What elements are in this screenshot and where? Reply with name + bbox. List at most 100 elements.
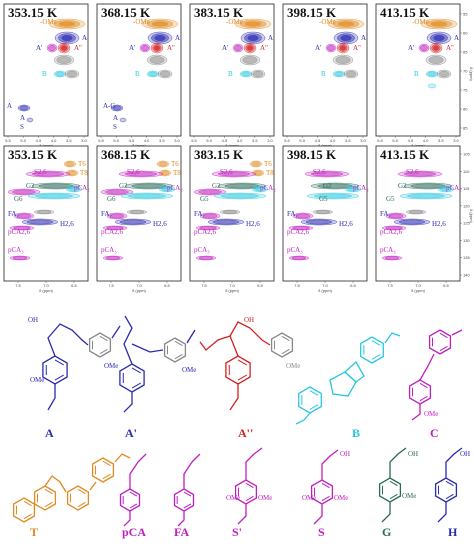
temperature-label: 398.15 K bbox=[287, 5, 337, 20]
gray-peak bbox=[343, 69, 359, 79]
ome-peak bbox=[337, 21, 355, 27]
chain bbox=[445, 447, 463, 478]
a-gamma-peak bbox=[433, 35, 445, 41]
pca26-peak bbox=[106, 226, 124, 230]
b-gamma-peak bbox=[334, 71, 344, 77]
a-gamma-label: A bbox=[454, 34, 459, 42]
s26-label: S2,6 bbox=[313, 168, 326, 176]
ring-bond bbox=[131, 367, 141, 374]
ring bbox=[344, 360, 365, 383]
chain bbox=[199, 335, 231, 351]
chain bbox=[183, 453, 201, 489]
x-tick-label: 4.0 bbox=[423, 138, 429, 143]
a-dblprime-peak bbox=[433, 45, 439, 51]
t6-peak bbox=[156, 160, 170, 168]
ome-label: -OMe bbox=[133, 18, 150, 26]
pca2-label: pCA₂ bbox=[260, 184, 276, 192]
temperature-label: 353.15 K bbox=[8, 5, 58, 20]
fa-peak bbox=[199, 212, 221, 220]
x-tick-label: 7.0 bbox=[322, 283, 328, 288]
b-gamma-label: B bbox=[414, 70, 419, 78]
g5-peak bbox=[128, 193, 166, 199]
ring-bond bbox=[44, 488, 53, 495]
gray-peak bbox=[129, 210, 145, 214]
a-dblprime-peak bbox=[340, 45, 346, 51]
x-tick-label: 7.5 bbox=[387, 283, 393, 288]
ring bbox=[88, 332, 112, 358]
x-tick-label: 5.0 bbox=[20, 138, 26, 143]
gray-peak bbox=[252, 70, 264, 78]
t6-peak bbox=[63, 160, 77, 168]
pca26-label: pCA2,6 bbox=[8, 228, 30, 236]
x-tick-label: 5.5 bbox=[5, 138, 11, 143]
ring-bond bbox=[99, 348, 108, 355]
s26-peak bbox=[118, 170, 164, 178]
structure-label-S: S bbox=[318, 525, 325, 539]
x-tick-label: 3.5 bbox=[66, 138, 72, 143]
cyan-peak bbox=[254, 186, 266, 192]
x-axis-label: δ (ppm) bbox=[411, 288, 425, 293]
structure-label-S-prime: S' bbox=[232, 525, 242, 539]
x-tick-label: 7.5 bbox=[294, 283, 300, 288]
g5-peak bbox=[27, 192, 81, 200]
y-tick-label: 85 bbox=[463, 126, 468, 131]
x-tick-label: 3.0 bbox=[453, 138, 459, 143]
t8-peak bbox=[158, 169, 172, 177]
h26-peak bbox=[114, 218, 152, 226]
gray-peak bbox=[242, 56, 258, 64]
ring-bond bbox=[77, 488, 86, 495]
s-peak bbox=[26, 117, 34, 123]
ring-bond bbox=[419, 395, 428, 402]
ring-bond bbox=[129, 503, 138, 509]
top-y-axis: 55 60 65 70 75 80 85 δ (ppm) bbox=[460, 12, 474, 131]
pca26-label: pCA2,6 bbox=[380, 228, 402, 236]
a-beta-peak bbox=[19, 105, 29, 111]
ring-bond bbox=[183, 491, 192, 497]
h26-peak bbox=[393, 218, 431, 226]
a-dblprime-peak bbox=[247, 45, 253, 51]
g5-peak bbox=[407, 193, 445, 199]
linkage bbox=[47, 323, 89, 357]
ome-peak bbox=[58, 21, 76, 27]
pca26-peak bbox=[385, 226, 403, 230]
t6-peak bbox=[251, 161, 261, 167]
bond bbox=[295, 412, 311, 425]
a-alpha-label: A' bbox=[36, 44, 42, 52]
x-tick-label: 7.5 bbox=[108, 283, 114, 288]
temperature-label: 353.15 K bbox=[8, 147, 58, 162]
b-gamma-peak bbox=[425, 70, 439, 78]
bond bbox=[44, 475, 67, 493]
bond bbox=[89, 481, 97, 491]
x-tick-label: 4.5 bbox=[315, 138, 321, 143]
ome-label: -OMe bbox=[319, 18, 336, 26]
bond bbox=[381, 502, 391, 523]
b-gamma-peak bbox=[55, 71, 65, 77]
gray-peak bbox=[56, 56, 72, 64]
fa-label: FA₂ bbox=[8, 210, 19, 218]
x-tick-label: 4.0 bbox=[144, 138, 150, 143]
g6-label: G5 bbox=[200, 195, 209, 203]
a-dblprime-label: A" bbox=[167, 44, 175, 52]
x-tick-label: 3.5 bbox=[438, 138, 444, 143]
s26-peak bbox=[217, 171, 251, 177]
x-tick-label: 6.5 bbox=[164, 283, 170, 288]
cyan-peak bbox=[68, 186, 80, 192]
a-beta-peak bbox=[17, 104, 31, 112]
x-tick-label: 7.0 bbox=[43, 283, 49, 288]
h26-peak bbox=[300, 218, 338, 226]
a-alpha-peak bbox=[420, 44, 428, 52]
structure-label-G: G bbox=[382, 525, 391, 539]
b-gamma-peak bbox=[148, 71, 158, 77]
ome-label: OMe bbox=[182, 366, 196, 374]
ring-bond bbox=[371, 340, 381, 346]
temperature-label: 413.15 K bbox=[380, 147, 430, 162]
s26-peak bbox=[310, 171, 344, 177]
top-panel-5: 413.15 K-OMe A A' A" B 5.5 5.0 4.5 4.0 3.5 3.0 δ (p… bbox=[375, 3, 461, 148]
oh-label: OH bbox=[340, 450, 350, 458]
ring bbox=[428, 329, 452, 355]
x-tick-label: 5.0 bbox=[113, 138, 119, 143]
ring-bond bbox=[131, 382, 141, 389]
